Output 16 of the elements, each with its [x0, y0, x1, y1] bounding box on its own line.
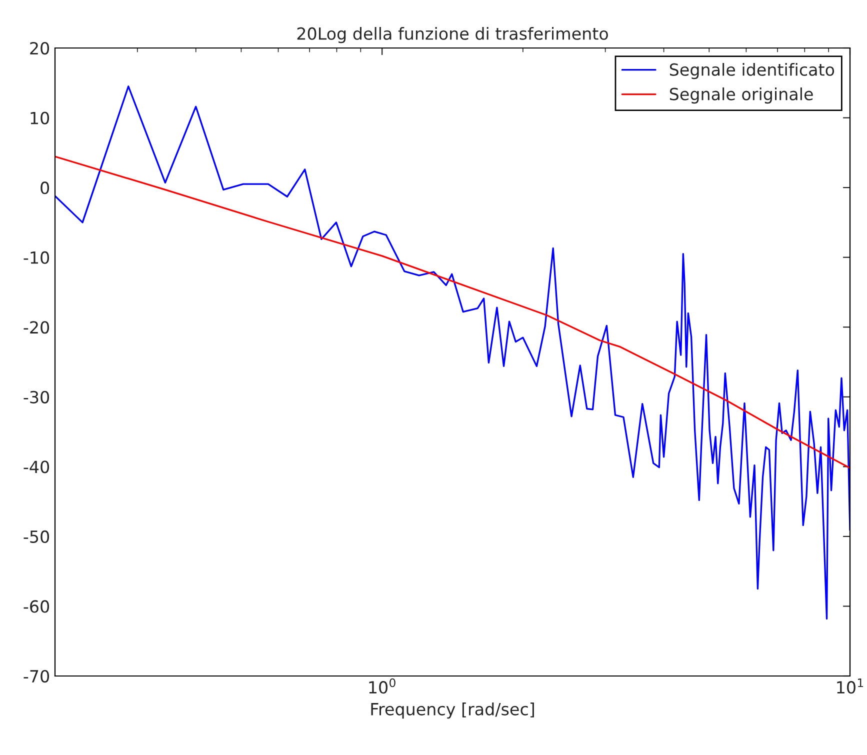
y-tick-label: -40 [24, 460, 50, 474]
x-tick-label: 10$^{0}$ [369, 678, 396, 694]
y-tick-label: -10 [24, 251, 50, 264]
x-axis-title: Frequency [rad/sec] [371, 702, 534, 719]
y-tick-label: -30 [24, 390, 50, 404]
y-tick-label: 20 [30, 42, 50, 55]
legend-label: Segnale identificato [670, 63, 834, 80]
y-tick-label: 0 [40, 182, 50, 194]
y-tick-label: -50 [24, 530, 50, 544]
y-tick-label: -60 [24, 600, 50, 613]
chart-title: 20Log della funzione di trasferimento [297, 27, 608, 44]
y-tick-label: 10 [30, 112, 50, 124]
y-tick-label: -20 [24, 321, 50, 334]
legend-label: Segnale originale [670, 87, 813, 104]
x-tick-label: 10$^{1}$ [837, 678, 864, 694]
y-tick-label: -70 [24, 670, 50, 683]
